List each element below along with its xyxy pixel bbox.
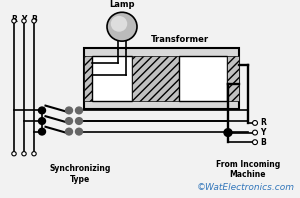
Text: ©WatElectronics.com: ©WatElectronics.com xyxy=(197,183,295,192)
Circle shape xyxy=(111,16,127,32)
Circle shape xyxy=(65,128,73,135)
Circle shape xyxy=(76,107,82,114)
Circle shape xyxy=(224,129,232,136)
Text: R: R xyxy=(11,15,17,24)
Circle shape xyxy=(253,130,257,135)
Circle shape xyxy=(12,152,16,156)
Text: B: B xyxy=(31,15,37,24)
Circle shape xyxy=(12,19,16,23)
Circle shape xyxy=(76,118,82,124)
FancyBboxPatch shape xyxy=(227,56,239,101)
Circle shape xyxy=(38,128,46,135)
Text: Y: Y xyxy=(21,15,27,24)
Circle shape xyxy=(32,19,36,23)
Text: B: B xyxy=(260,138,266,147)
Circle shape xyxy=(32,152,36,156)
Circle shape xyxy=(76,128,82,135)
FancyBboxPatch shape xyxy=(132,56,179,101)
Text: Y: Y xyxy=(260,128,266,137)
Circle shape xyxy=(22,152,26,156)
Circle shape xyxy=(65,107,73,114)
Text: Lamp: Lamp xyxy=(109,0,135,9)
Circle shape xyxy=(107,12,137,41)
FancyBboxPatch shape xyxy=(84,48,239,109)
Text: R: R xyxy=(260,118,266,128)
Circle shape xyxy=(38,118,46,124)
FancyBboxPatch shape xyxy=(92,56,132,101)
Circle shape xyxy=(253,121,257,125)
Circle shape xyxy=(253,140,257,145)
Text: From Incoming
Machine: From Incoming Machine xyxy=(216,160,280,179)
Text: Synchronizing
Type: Synchronizing Type xyxy=(49,164,111,184)
Text: Transformer: Transformer xyxy=(151,35,209,44)
Circle shape xyxy=(22,19,26,23)
Circle shape xyxy=(65,118,73,124)
FancyBboxPatch shape xyxy=(179,56,227,101)
FancyBboxPatch shape xyxy=(84,56,92,101)
Circle shape xyxy=(38,107,46,114)
